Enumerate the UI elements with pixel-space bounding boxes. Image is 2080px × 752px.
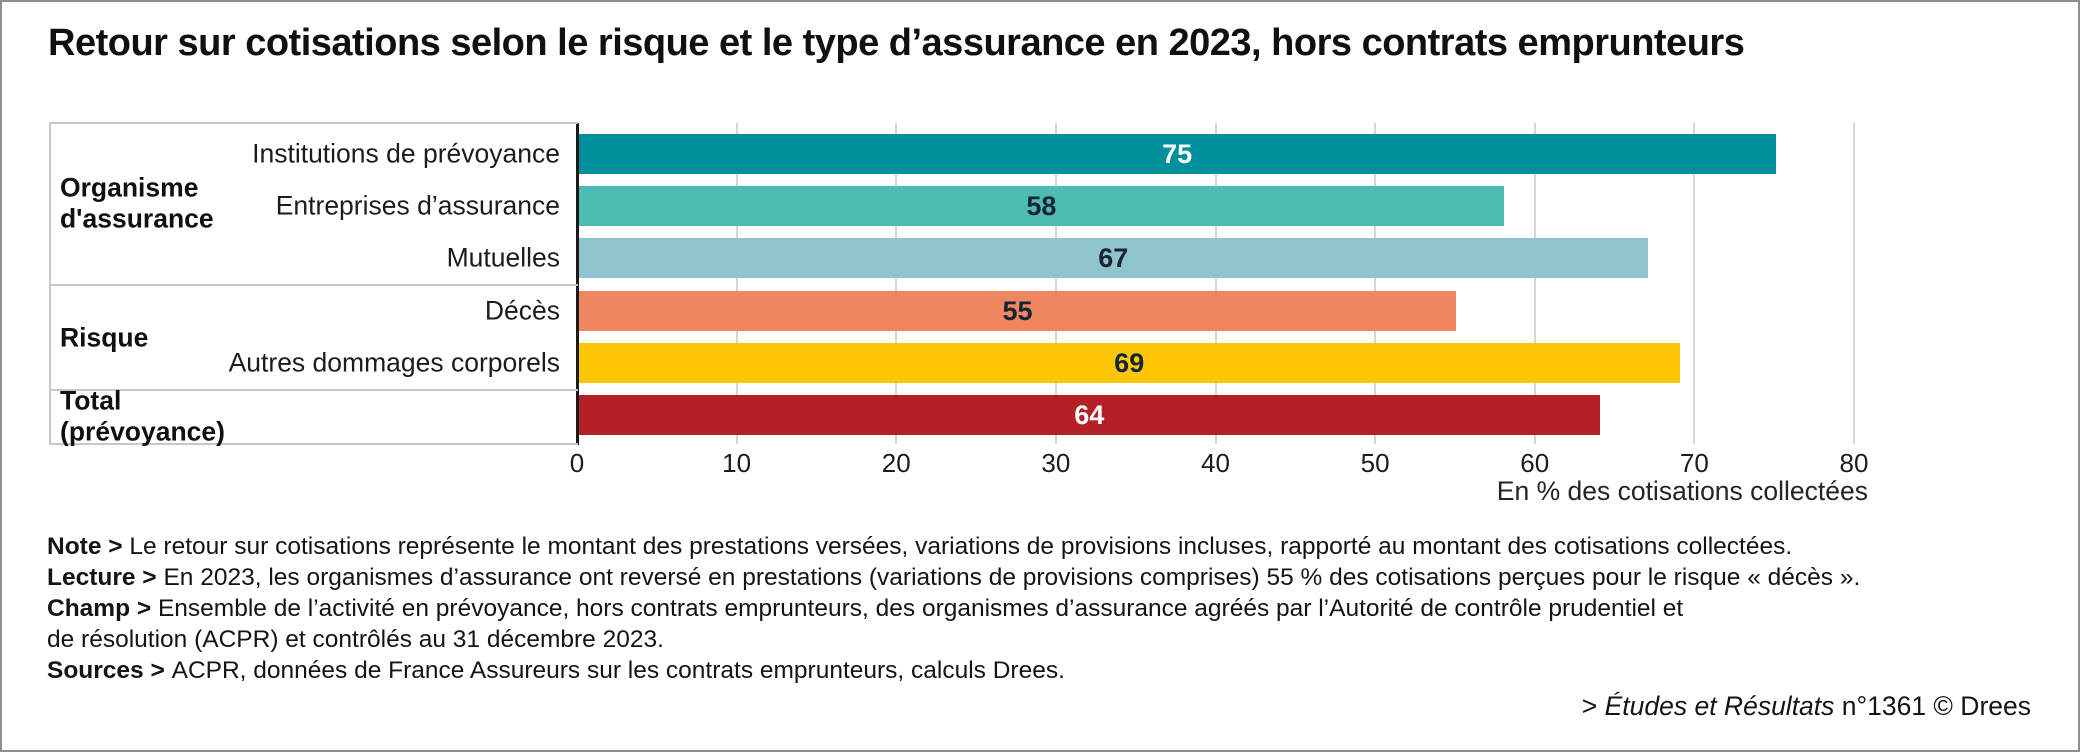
x-tick-40: 40 (1201, 448, 1230, 478)
row-label-autres-dommages-corporels: Autres dommages corporels (228, 347, 560, 378)
bar-total-prevoyance (578, 395, 1601, 435)
x-tick-50: 50 (1360, 448, 1390, 478)
group-separator-2 (49, 389, 578, 391)
credit-issue: n°1361 © Drees (1834, 691, 2031, 721)
gridline-30 (1054, 123, 1057, 444)
group-label-line: Risque (60, 321, 149, 352)
footnotes: Note > Le retour sur cotisations représe… (47, 531, 1860, 686)
chart-title: Retour sur cotisations selon le risque e… (48, 22, 1745, 64)
bar-deces (578, 290, 1457, 331)
note-label: Champ > (47, 595, 158, 622)
gridline-40 (1214, 123, 1217, 444)
gridline-50 (1374, 123, 1377, 444)
gridline-80 (1853, 123, 1855, 444)
group-label-line: (prévoyance) (60, 417, 225, 447)
bar-entreprises-d-assurance (578, 186, 1505, 227)
group-label-line: d'assurance (60, 204, 214, 234)
group-label-line: Organisme (60, 172, 199, 203)
x-tick-70: 70 (1679, 448, 1709, 478)
bar-mutuelles (578, 238, 1648, 279)
bar-value-total-prevoyance: 64 (1074, 400, 1105, 430)
bar-value-deces: 55 (1002, 295, 1033, 326)
x-tick-0: 0 (569, 448, 585, 478)
gridline-10 (735, 123, 738, 444)
gridline-20 (895, 123, 898, 444)
note-line-note: Note > Le retour sur cotisations représe… (47, 533, 1793, 560)
note-label: Lecture > (47, 564, 164, 591)
panel-bottom-border (49, 443, 578, 445)
note-line-champ: Champ > Ensemble de l’activité en prévoy… (47, 595, 1684, 622)
bar-institutions-de-prevoyance (578, 134, 1776, 174)
row-label-deces: Décès (484, 295, 560, 326)
group-label-line: Total (60, 385, 122, 416)
publication-credit: > Études et Résultats n°1361 © Drees (1582, 691, 2031, 722)
bar-value-entreprises-d-assurance: 58 (1026, 191, 1057, 222)
x-tick-80: 80 (1839, 448, 1869, 478)
credit-journal-name: Études et Résultats (1604, 691, 1835, 721)
group-label-risque: Risque (60, 322, 148, 353)
gridline-70 (1693, 123, 1696, 444)
note-line-lecture: Lecture > En 2023, les organismes d’assu… (47, 564, 1861, 591)
group-label-total-prevoyance: Total (prévoyance) (60, 386, 225, 449)
bar-autres-dommages-corporels (578, 342, 1680, 383)
bar-value-mutuelles: 67 (1098, 243, 1129, 274)
note-label: Sources > (47, 657, 172, 684)
group-separator-1 (49, 284, 578, 286)
x-tick-30: 30 (1041, 448, 1071, 478)
x-tick-10: 10 (722, 448, 752, 478)
x-tick-60: 60 (1520, 448, 1550, 478)
note-line-sources: Sources > ACPR, données de France Assure… (47, 657, 1065, 684)
panel-left-border (49, 123, 51, 444)
bar-value-autres-dommages-corporels: 69 (1114, 347, 1145, 378)
row-label-entreprises-d-assurance: Entreprises d’assurance (275, 190, 560, 221)
x-tick-20: 20 (881, 448, 911, 478)
note-label: Note > (47, 533, 130, 560)
x-axis-label: En % des cotisations collectées (1496, 476, 1868, 506)
row-label-institutions-de-prevoyance: Institutions de prévoyance (252, 138, 560, 169)
note-line-continuation: de résolution (ACPR) et contrôlés au 31 … (47, 626, 664, 653)
row-label-mutuelles: Mutuelles (446, 242, 560, 273)
group-label-organisme-d-assurance: Organisme d'assurance (60, 173, 214, 236)
panel-top-border (49, 122, 578, 124)
gridline-60 (1533, 123, 1536, 444)
bar-value-institutions-de-prevoyance: 75 (1162, 139, 1193, 169)
credit-prefix: > (1581, 691, 1605, 721)
